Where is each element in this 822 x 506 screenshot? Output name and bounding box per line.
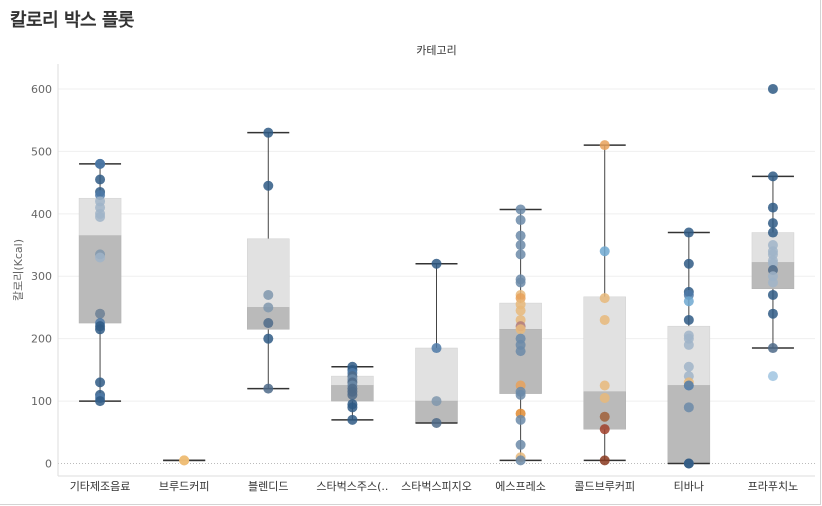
box-lower <box>667 385 711 464</box>
data-point <box>767 277 778 288</box>
data-point <box>599 380 610 391</box>
data-point <box>767 371 778 382</box>
x-category-label: 스타벅스주스(.. <box>316 480 388 493</box>
data-point <box>431 417 442 428</box>
data-point <box>599 293 610 304</box>
data-point <box>95 308 106 319</box>
y-tick-label: 500 <box>31 145 52 158</box>
data-point <box>95 324 106 335</box>
data-point <box>515 230 526 241</box>
data-point <box>767 171 778 182</box>
data-point <box>515 305 526 316</box>
data-point <box>263 333 274 344</box>
data-point <box>683 227 694 238</box>
x-category-label: 기타제조음료 <box>70 480 131 493</box>
x-category-label: 에스프레소 <box>495 480 546 493</box>
data-point <box>683 258 694 269</box>
box-upper <box>583 296 626 392</box>
data-point <box>515 324 526 335</box>
data-point <box>767 227 778 238</box>
box-upper <box>415 347 458 402</box>
x-category-label: 티바나 <box>674 480 704 493</box>
y-tick-label: 600 <box>31 83 52 96</box>
data-point <box>767 218 778 229</box>
data-point <box>599 246 610 257</box>
data-point <box>683 380 694 391</box>
data-point <box>515 277 526 288</box>
data-point <box>683 361 694 372</box>
y-tick-label: 100 <box>31 395 52 408</box>
y-tick-label: 300 <box>31 270 52 283</box>
data-point <box>515 439 526 450</box>
data-point <box>683 339 694 350</box>
data-point <box>347 402 358 413</box>
page-title: 칼로리 박스 플롯 <box>10 10 134 31</box>
data-point <box>515 414 526 425</box>
data-point <box>431 258 442 269</box>
data-point <box>515 346 526 357</box>
data-point <box>683 296 694 307</box>
data-point <box>599 411 610 422</box>
data-point <box>95 377 106 388</box>
data-point <box>95 252 106 263</box>
data-point <box>95 174 106 185</box>
data-point <box>599 455 610 466</box>
data-point <box>95 211 106 222</box>
data-point <box>263 180 274 191</box>
data-point <box>767 289 778 300</box>
data-point <box>515 249 526 260</box>
x-category-label: 콜드브루커피 <box>574 480 635 493</box>
data-point <box>515 215 526 226</box>
y-tick-label: 400 <box>31 208 52 221</box>
data-point <box>599 424 610 435</box>
column-header: 카테고리 <box>416 44 456 57</box>
data-point <box>179 455 190 466</box>
data-point <box>767 343 778 354</box>
data-point <box>599 392 610 403</box>
data-point <box>95 396 106 407</box>
data-point <box>767 83 778 94</box>
x-category-label: 브루드커피 <box>159 480 210 493</box>
x-category-label: 블렌디드 <box>248 480 288 493</box>
y-tick-label: 200 <box>31 333 52 346</box>
data-point <box>683 402 694 413</box>
data-point <box>515 204 526 215</box>
data-point <box>431 343 442 354</box>
data-point <box>767 308 778 319</box>
data-point <box>263 127 274 138</box>
data-point <box>515 455 526 466</box>
data-point <box>515 240 526 251</box>
data-point <box>95 158 106 169</box>
x-category-label: 스타벅스피지오 <box>401 480 472 493</box>
data-point <box>347 389 358 400</box>
data-point <box>347 414 358 425</box>
data-point <box>263 302 274 313</box>
data-point <box>599 140 610 151</box>
y-tick-label: 0 <box>45 458 52 471</box>
data-point <box>683 314 694 325</box>
data-point <box>515 389 526 400</box>
data-point <box>263 289 274 300</box>
data-point <box>263 383 274 394</box>
x-category-label: 프라푸치노 <box>748 480 799 493</box>
data-point <box>767 202 778 213</box>
data-point <box>599 314 610 325</box>
data-point <box>431 396 442 407</box>
y-axis-label: 칼로리(Kcal) <box>12 239 25 301</box>
data-point <box>263 318 274 329</box>
data-point <box>683 458 694 469</box>
